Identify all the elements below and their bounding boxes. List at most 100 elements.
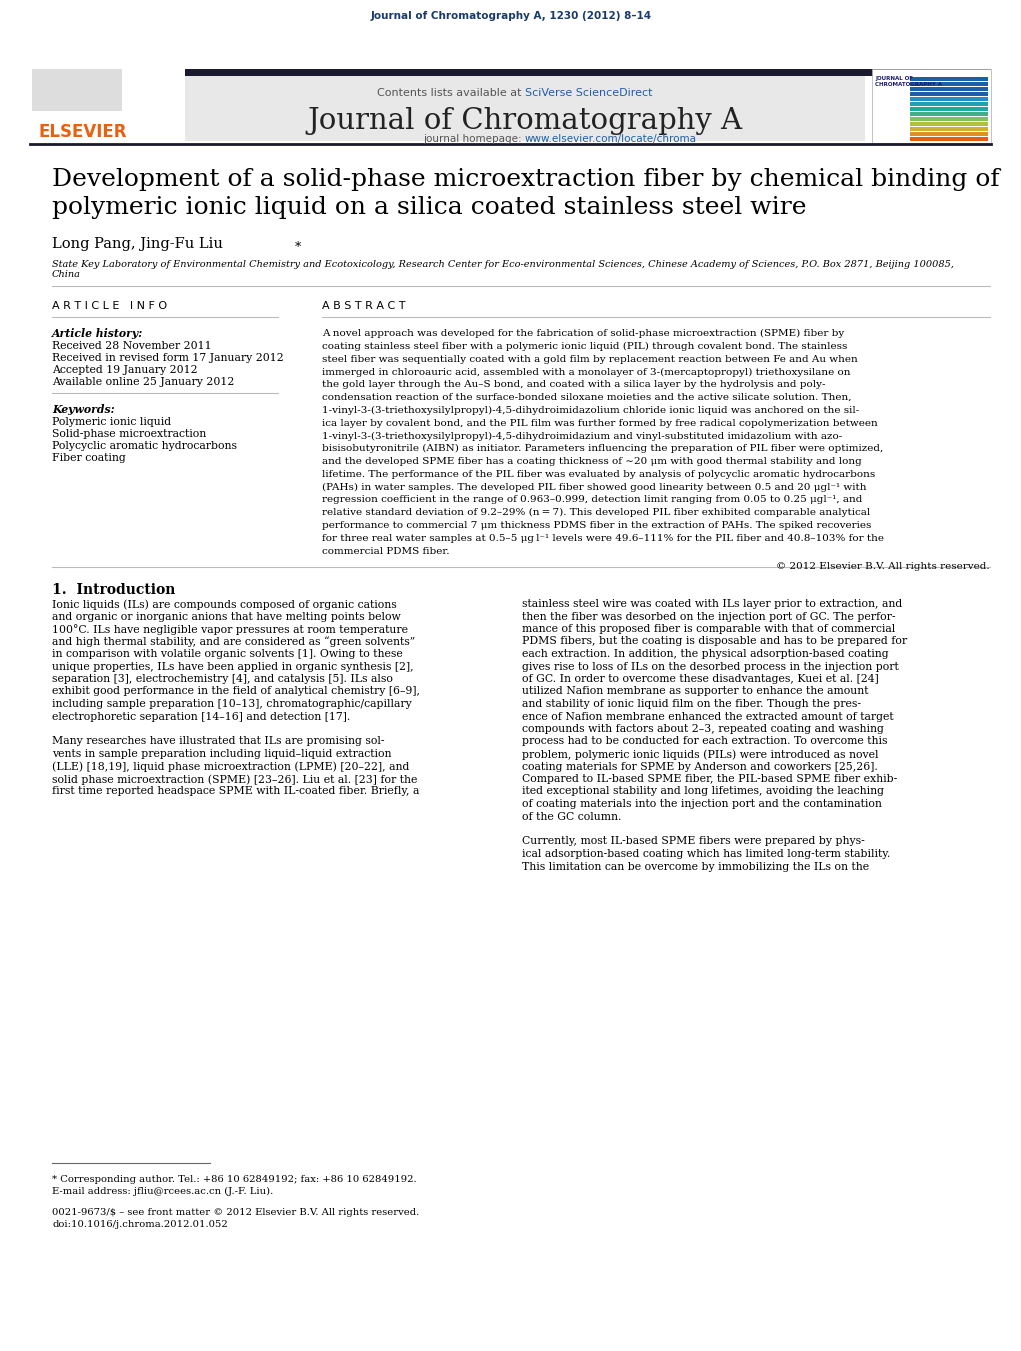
Text: including sample preparation [10–13], chromatographic/capillary: including sample preparation [10–13], ch…	[52, 698, 411, 709]
Text: A B S T R A C T: A B S T R A C T	[322, 301, 405, 311]
Bar	[910, 82, 988, 86]
Text: 1-vinyl-3-(3-triethoxysilylpropyl)-4,5-dihydroimidazolium chloride ionic liquid : 1-vinyl-3-(3-triethoxysilylpropyl)-4,5-d…	[322, 405, 860, 415]
Text: (LLE) [18,19], liquid phase microextraction (LPME) [20–22], and: (LLE) [18,19], liquid phase microextract…	[52, 762, 409, 771]
Text: then the fiber was desorbed on the injection port of GC. The perfor-: then the fiber was desorbed on the injec…	[522, 612, 895, 621]
Text: problem, polymeric ionic liquids (PILs) were introduced as novel: problem, polymeric ionic liquids (PILs) …	[522, 748, 878, 759]
Bar	[910, 77, 988, 81]
Bar	[910, 97, 988, 101]
Text: electrophoretic separation [14–16] and detection [17].: electrophoretic separation [14–16] and d…	[52, 712, 350, 721]
Text: PDMS fibers, but the coating is disposable and has to be prepared for: PDMS fibers, but the coating is disposab…	[522, 636, 907, 647]
Text: stainless steel wire was coated with ILs layer prior to extraction, and: stainless steel wire was coated with ILs…	[522, 598, 903, 609]
Bar	[910, 136, 988, 141]
Text: ica layer by covalent bond, and the PIL film was further formed by free radical : ica layer by covalent bond, and the PIL …	[322, 419, 878, 428]
Text: and stability of ionic liquid film on the fiber. Though the pres-: and stability of ionic liquid film on th…	[522, 698, 861, 709]
Text: doi:10.1016/j.chroma.2012.01.052: doi:10.1016/j.chroma.2012.01.052	[52, 1220, 228, 1229]
Text: separation [3], electrochemistry [4], and catalysis [5]. ILs also: separation [3], electrochemistry [4], an…	[52, 674, 393, 684]
Text: A R T I C L E   I N F O: A R T I C L E I N F O	[52, 301, 167, 311]
Text: Polycyclic aromatic hydrocarbons: Polycyclic aromatic hydrocarbons	[52, 440, 237, 451]
Text: A novel approach was developed for the fabrication of solid-phase microextractio: A novel approach was developed for the f…	[322, 330, 844, 338]
Bar	[910, 122, 988, 126]
Text: of GC. In order to overcome these disadvantages, Kuei et al. [24]: of GC. In order to overcome these disadv…	[522, 674, 879, 684]
Text: Keywords:: Keywords:	[52, 404, 114, 415]
Text: and the developed SPME fiber has a coating thickness of ∼20 μm with good thermal: and the developed SPME fiber has a coati…	[322, 457, 862, 466]
Text: E-mail address: jfliu@rcees.ac.cn (J.-F. Liu).: E-mail address: jfliu@rcees.ac.cn (J.-F.…	[52, 1188, 274, 1196]
Text: ited exceptional stability and long lifetimes, avoiding the leaching: ited exceptional stability and long life…	[522, 786, 884, 797]
Text: ⁎: ⁎	[295, 236, 301, 250]
Text: Fiber coating: Fiber coating	[52, 453, 126, 463]
Text: Currently, most IL-based SPME fibers were prepared by phys-: Currently, most IL-based SPME fibers wer…	[522, 836, 865, 847]
Text: immerged in chloroauric acid, assembled with a monolayer of 3-(mercaptopropyl) t: immerged in chloroauric acid, assembled …	[322, 367, 850, 377]
Text: relative standard deviation of 9.2–29% (n = 7). This developed PIL fiber exhibit: relative standard deviation of 9.2–29% (…	[322, 508, 870, 517]
Bar	[910, 127, 988, 131]
Text: SciVerse ScienceDirect: SciVerse ScienceDirect	[525, 88, 652, 99]
Text: the gold layer through the Au–S bond, and coated with a silica layer by the hydr: the gold layer through the Au–S bond, an…	[322, 380, 826, 389]
Text: process had to be conducted for each extraction. To overcome this: process had to be conducted for each ext…	[522, 736, 887, 747]
Text: ical adsorption-based coating which has limited long-term stability.: ical adsorption-based coating which has …	[522, 848, 890, 859]
Bar	[910, 107, 988, 111]
Bar	[910, 132, 988, 136]
Text: 0021-9673/$ – see front matter © 2012 Elsevier B.V. All rights reserved.: 0021-9673/$ – see front matter © 2012 El…	[52, 1208, 420, 1217]
Text: journal homepage:: journal homepage:	[423, 134, 525, 145]
Text: © 2012 Elsevier B.V. All rights reserved.: © 2012 Elsevier B.V. All rights reserved…	[776, 562, 990, 571]
Text: regression coefficient in the range of 0.963–0.999, detection limit ranging from: regression coefficient in the range of 0…	[322, 496, 863, 504]
Text: Ionic liquids (ILs) are compounds composed of organic cations: Ionic liquids (ILs) are compounds compos…	[52, 598, 397, 609]
Text: Solid-phase microextraction: Solid-phase microextraction	[52, 430, 206, 439]
Text: solid phase microextraction (SPME) [23–26]. Liu et al. [23] for the: solid phase microextraction (SPME) [23–2…	[52, 774, 418, 785]
Text: Many researches have illustrated that ILs are promising sol-: Many researches have illustrated that IL…	[52, 736, 385, 747]
Text: first time reported headspace SPME with IL-coated fiber. Briefly, a: first time reported headspace SPME with …	[52, 786, 420, 797]
Text: JOURNAL OF
CHROMATOGRAPHY A: JOURNAL OF CHROMATOGRAPHY A	[875, 76, 942, 86]
Bar	[910, 118, 988, 122]
Text: Development of a solid-phase microextraction fiber by chemical binding of: Development of a solid-phase microextrac…	[52, 168, 1000, 190]
Bar	[32, 69, 121, 111]
Text: of the GC column.: of the GC column.	[522, 812, 622, 821]
Text: coating materials for SPME by Anderson and coworkers [25,26].: coating materials for SPME by Anderson a…	[522, 762, 878, 771]
Text: steel fiber was sequentially coated with a gold film by replacement reaction bet: steel fiber was sequentially coated with…	[322, 354, 858, 363]
Text: coating stainless steel fiber with a polymeric ionic liquid (PIL) through covale: coating stainless steel fiber with a pol…	[322, 342, 847, 351]
Text: Contents lists available at: Contents lists available at	[377, 88, 525, 99]
Text: commercial PDMS fiber.: commercial PDMS fiber.	[322, 547, 449, 555]
Text: 1.  Introduction: 1. Introduction	[52, 584, 176, 597]
Text: 100°C. ILs have negligible vapor pressures at room temperature: 100°C. ILs have negligible vapor pressur…	[52, 624, 408, 635]
Text: polymeric ionic liquid on a silica coated stainless steel wire: polymeric ionic liquid on a silica coate…	[52, 196, 807, 219]
Text: mance of this proposed fiber is comparable with that of commercial: mance of this proposed fiber is comparab…	[522, 624, 895, 634]
Text: lifetime. The performance of the PIL fiber was evaluated by analysis of polycycl: lifetime. The performance of the PIL fib…	[322, 470, 875, 478]
Bar	[910, 112, 988, 116]
Text: gives rise to loss of ILs on the desorbed process in the injection port: gives rise to loss of ILs on the desorbe…	[522, 662, 898, 671]
Bar	[872, 69, 991, 143]
Text: Available online 25 January 2012: Available online 25 January 2012	[52, 377, 235, 386]
Text: Accepted 19 January 2012: Accepted 19 January 2012	[52, 365, 198, 376]
Text: for three real water samples at 0.5–5 μg l⁻¹ levels were 49.6–111% for the PIL f: for three real water samples at 0.5–5 μg…	[322, 534, 884, 543]
Text: utilized Nafion membrane as supporter to enhance the amount: utilized Nafion membrane as supporter to…	[522, 686, 869, 697]
Text: condensation reaction of the surface-bonded siloxane moieties and the active sil: condensation reaction of the surface-bon…	[322, 393, 852, 403]
Text: Journal of Chromatography A: Journal of Chromatography A	[307, 107, 742, 135]
Text: performance to commercial 7 μm thickness PDMS fiber in the extraction of PAHs. T: performance to commercial 7 μm thickness…	[322, 521, 871, 530]
Text: exhibit good performance in the field of analytical chemistry [6–9],: exhibit good performance in the field of…	[52, 686, 420, 697]
Text: State Key Laboratory of Environmental Chemistry and Ecotoxicology, Research Cent: State Key Laboratory of Environmental Ch…	[52, 259, 954, 280]
Text: 1-vinyl-3-(3-triethoxysilylpropyl)-4,5-dihydroimidazium and vinyl-substituted im: 1-vinyl-3-(3-triethoxysilylpropyl)-4,5-d…	[322, 431, 842, 440]
Text: Compared to IL-based SPME fiber, the PIL-based SPME fiber exhib-: Compared to IL-based SPME fiber, the PIL…	[522, 774, 897, 784]
Text: ence of Nafion membrane enhanced the extracted amount of target: ence of Nafion membrane enhanced the ext…	[522, 712, 893, 721]
Bar	[910, 101, 988, 105]
Text: each extraction. In addition, the physical adsorption-based coating: each extraction. In addition, the physic…	[522, 648, 888, 659]
Text: Polymeric ionic liquid: Polymeric ionic liquid	[52, 417, 172, 427]
Text: and high thermal stability, and are considered as “green solvents”: and high thermal stability, and are cons…	[52, 636, 416, 647]
Text: unique properties, ILs have been applied in organic synthesis [2],: unique properties, ILs have been applied…	[52, 662, 414, 671]
Bar	[910, 92, 988, 96]
Text: ELSEVIER: ELSEVIER	[38, 123, 127, 141]
Text: Long Pang, Jing-Fu Liu: Long Pang, Jing-Fu Liu	[52, 236, 223, 251]
Text: vents in sample preparation including liquid–liquid extraction: vents in sample preparation including li…	[52, 748, 391, 759]
Text: Received 28 November 2011: Received 28 November 2011	[52, 340, 211, 351]
Bar	[30, 69, 185, 143]
Bar	[910, 86, 988, 91]
Text: of coating materials into the injection port and the contamination: of coating materials into the injection …	[522, 798, 882, 809]
Text: in comparison with volatile organic solvents [1]. Owing to these: in comparison with volatile organic solv…	[52, 648, 402, 659]
Text: Received in revised form 17 January 2012: Received in revised form 17 January 2012	[52, 353, 284, 363]
Bar	[185, 76, 865, 141]
Text: (PAHs) in water samples. The developed PIL fiber showed good linearity between 0: (PAHs) in water samples. The developed P…	[322, 482, 867, 492]
Text: * Corresponding author. Tel.: +86 10 62849192; fax: +86 10 62849192.: * Corresponding author. Tel.: +86 10 628…	[52, 1175, 417, 1183]
Text: www.elsevier.com/locate/chroma: www.elsevier.com/locate/chroma	[525, 134, 697, 145]
Bar	[30, 69, 991, 76]
Text: Journal of Chromatography A, 1230 (2012) 8–14: Journal of Chromatography A, 1230 (2012)…	[371, 11, 651, 22]
Text: Article history:: Article history:	[52, 328, 143, 339]
Text: bisisobutyronitrile (AIBN) as initiator. Parameters influencing the preparation : bisisobutyronitrile (AIBN) as initiator.…	[322, 444, 883, 454]
